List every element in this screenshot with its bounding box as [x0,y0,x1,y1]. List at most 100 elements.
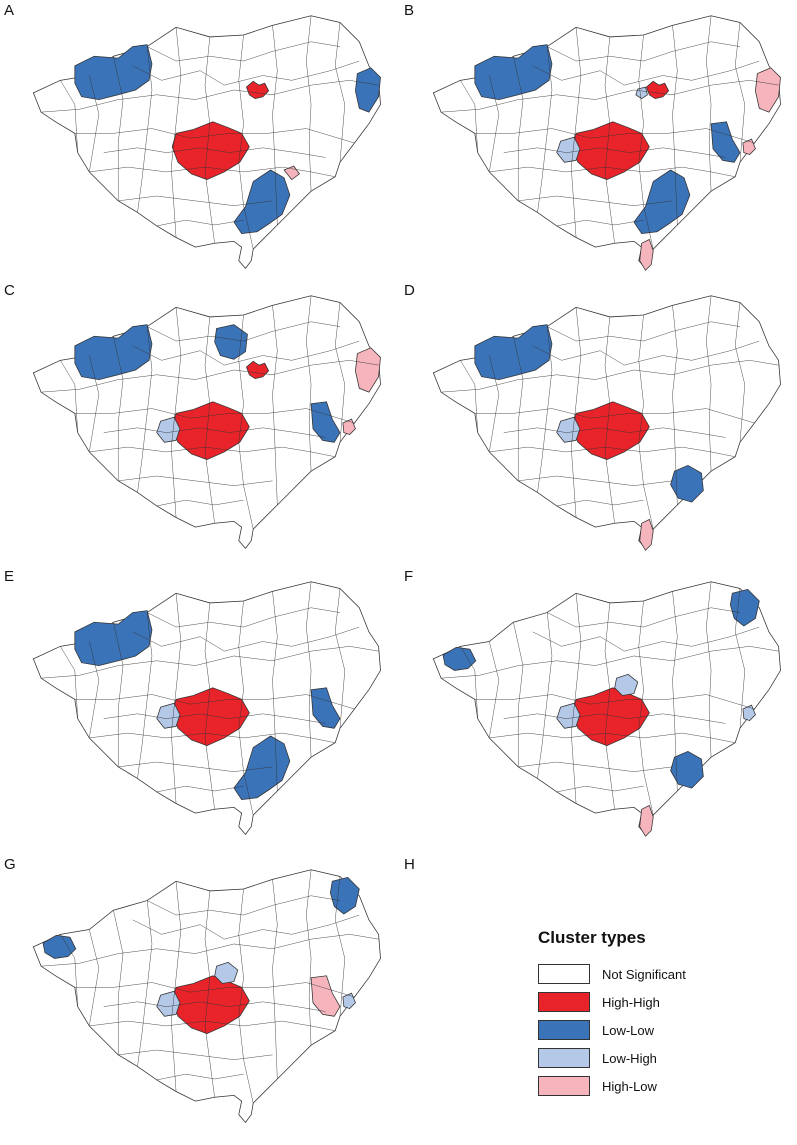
map-panel-g: G [0,856,390,1136]
county-boundary [604,36,615,244]
cluster-low-low-south-east [670,750,704,789]
county-boundary [638,600,654,816]
map-panel-b: B [400,2,790,282]
cluster-high-low-east-small [742,138,756,156]
cluster-high-low-northeast-edge [755,67,781,113]
cluster-high-high-center [171,687,250,747]
cluster-high-low-south-tip [639,518,654,551]
legend: Cluster types Not Significant High-High Lo… [538,928,758,1100]
county-boundary [238,34,254,250]
county-boundary [118,475,273,486]
county-boundary [156,499,244,507]
county-boundary [672,25,678,225]
county-boundary [513,56,524,201]
county-boundary [147,607,341,628]
county-boundary [460,80,478,153]
county-boundary [706,15,712,192]
county-boundary [113,336,124,481]
county-boundary [460,360,478,433]
county-boundary [89,732,336,743]
county-boundary [460,646,478,719]
cluster-high-high-center [171,401,250,461]
county-boundary [474,694,755,710]
cluster-low-high-center-west [156,702,181,729]
county-boundary [60,646,78,719]
legend-item-high-low: High-Low [538,1072,758,1100]
legend-swatch [538,1020,590,1040]
county-boundary [171,307,182,518]
map-svg [32,15,381,269]
county-boundary [489,355,500,452]
county-boundary [518,475,673,486]
county-boundary [334,876,346,1017]
county-boundary [89,1020,336,1031]
cluster-low-high-center-north [614,673,639,696]
county-boundary [489,732,736,743]
legend-swatch [538,964,590,984]
legend-item-not-significant: Not Significant [538,960,758,988]
cluster-low-low-northwest [474,324,553,381]
county-boundary [306,295,312,472]
county-boundary [537,612,553,779]
map-panel-d: D [400,282,790,562]
cluster-high-low-south-tip [639,804,654,837]
county-boundary [513,622,524,767]
county-boundary [518,195,673,206]
cluster-low-low-northwest [474,44,553,101]
county-boundary [171,593,182,804]
county-boundary [204,602,215,810]
map-panel-e: E [0,568,390,848]
county-boundary [706,581,712,758]
panel-letter: F [404,568,414,585]
cluster-low-low-northwest [74,44,153,101]
county-boundary [60,360,78,433]
county-boundary [556,219,644,227]
county-boundary [537,326,553,493]
county-boundary [238,600,254,816]
cluster-low-low-northeast [729,589,760,627]
legend-swatch [538,1076,590,1096]
county-boundary [706,295,712,472]
county-boundary [734,22,746,163]
county-boundary [118,195,273,206]
panel-letter: H [404,856,415,873]
county-boundary [113,910,124,1055]
cluster-low-high-center-west [556,702,581,729]
cluster-low-high-north-center-west [635,86,648,100]
cluster-low-low-northwest [74,324,153,381]
cluster-high-low-east-small [342,418,356,436]
county-boundary [513,336,524,481]
county-boundary [532,60,760,86]
cluster-low-low-northwest [74,610,153,667]
county-boundary [41,80,379,113]
county-boundary [74,694,355,710]
county-boundary [672,305,678,505]
map-svg [432,295,781,551]
county-boundary [571,593,582,804]
county-boundary [556,499,644,507]
map-panel-a: A [0,2,390,282]
county-boundary [74,982,355,998]
county-boundary [137,900,153,1067]
county-boundary [547,321,741,342]
county-boundary [204,316,215,524]
county-boundary [532,626,760,652]
panel-letter: B [404,2,415,19]
county-boundary [204,36,215,244]
county-boundary [171,27,182,238]
county-boundary [638,314,654,530]
county-boundary [734,588,746,729]
cluster-low-low-west [442,646,477,671]
county-boundary [474,408,755,424]
cluster-low-high-east-small [342,992,356,1010]
panel-letter: D [404,282,415,299]
county-boundary [89,355,100,452]
legend-swatch [538,1048,590,1068]
county-boundary [156,219,244,227]
cluster-high-high-center [571,401,650,461]
county-boundary [489,446,736,457]
cluster-low-low-east [310,401,341,443]
county-boundary [147,321,341,342]
county-boundary [171,881,182,1092]
legend-label: High-Low [602,1078,657,1094]
